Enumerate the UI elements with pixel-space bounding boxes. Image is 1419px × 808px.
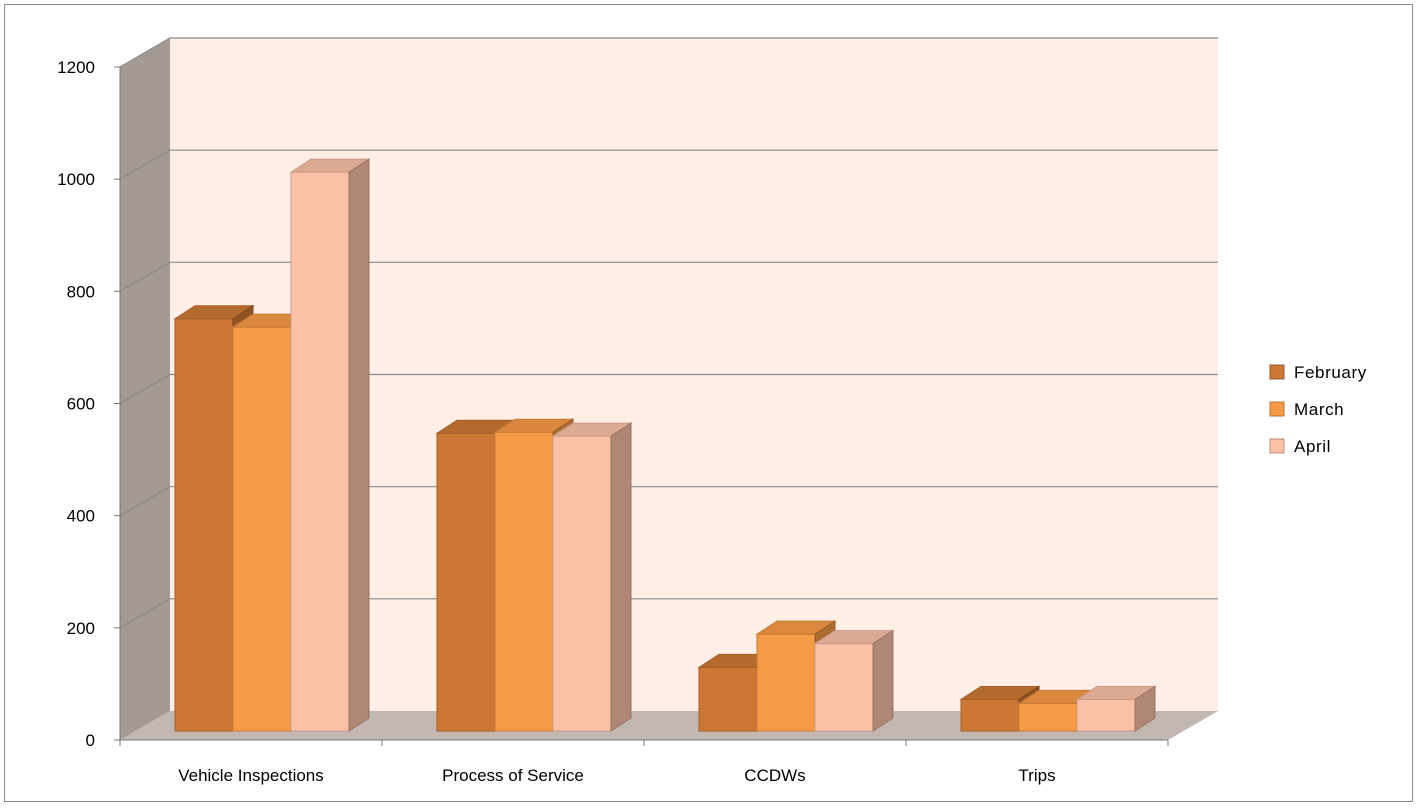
y-tick-label: 1000 [57, 170, 95, 189]
bar-front [174, 318, 234, 732]
bar-front [756, 633, 816, 732]
bar-front [698, 666, 758, 732]
gridlines [119, 37, 1218, 629]
bar-side [610, 422, 632, 732]
bar-front [1076, 698, 1136, 732]
legend-item: February [1269, 363, 1367, 382]
legend-label: April [1294, 437, 1331, 456]
bar [551, 422, 633, 732]
bar-front [552, 435, 612, 732]
x-category-label: CCDWs [744, 766, 805, 785]
gridline [119, 149, 1218, 180]
y-tick-label: 1200 [57, 58, 95, 77]
bar-front [232, 326, 292, 732]
gridline [119, 598, 1218, 629]
legend-item: March [1269, 400, 1344, 419]
gridline [119, 261, 1218, 292]
y-axis-ticks: 0 200 400 600 800 1000 1200 [57, 58, 120, 750]
floor [120, 711, 1218, 740]
legend-item: April [1269, 437, 1331, 456]
y-tick-label: 200 [67, 619, 95, 638]
legend-swatch [1269, 364, 1285, 380]
legend-label: February [1294, 363, 1367, 382]
y-tick-label: 0 [86, 731, 95, 750]
x-category-label: Trips [1018, 766, 1055, 785]
bars [173, 158, 1157, 732]
bar-side [1134, 685, 1156, 732]
bar-front [436, 432, 496, 732]
legend-label: March [1294, 400, 1344, 419]
bar [1075, 685, 1157, 732]
bar-side [872, 629, 894, 732]
x-axis-categories: Vehicle Inspections Process of Service CCD… [119, 740, 1169, 785]
y-tick-label: 800 [67, 282, 95, 301]
gridline [119, 37, 1218, 68]
legend: February March April [1269, 363, 1367, 456]
bar-front [1018, 702, 1078, 732]
x-category-label: Process of Service [442, 766, 584, 785]
x-category-label: Vehicle Inspections [178, 766, 324, 785]
bar-front [814, 643, 874, 732]
bar-front [290, 171, 350, 732]
legend-swatch [1269, 438, 1285, 454]
y-tick-label: 600 [67, 395, 95, 414]
bar-side [348, 158, 370, 732]
legend-swatch [1269, 401, 1285, 417]
bar-front [494, 431, 554, 732]
bar [289, 158, 371, 732]
bar [813, 629, 895, 732]
gridline [119, 486, 1218, 517]
gridline [119, 373, 1218, 405]
y-tick-label: 400 [67, 507, 95, 526]
bar-front [960, 698, 1020, 732]
